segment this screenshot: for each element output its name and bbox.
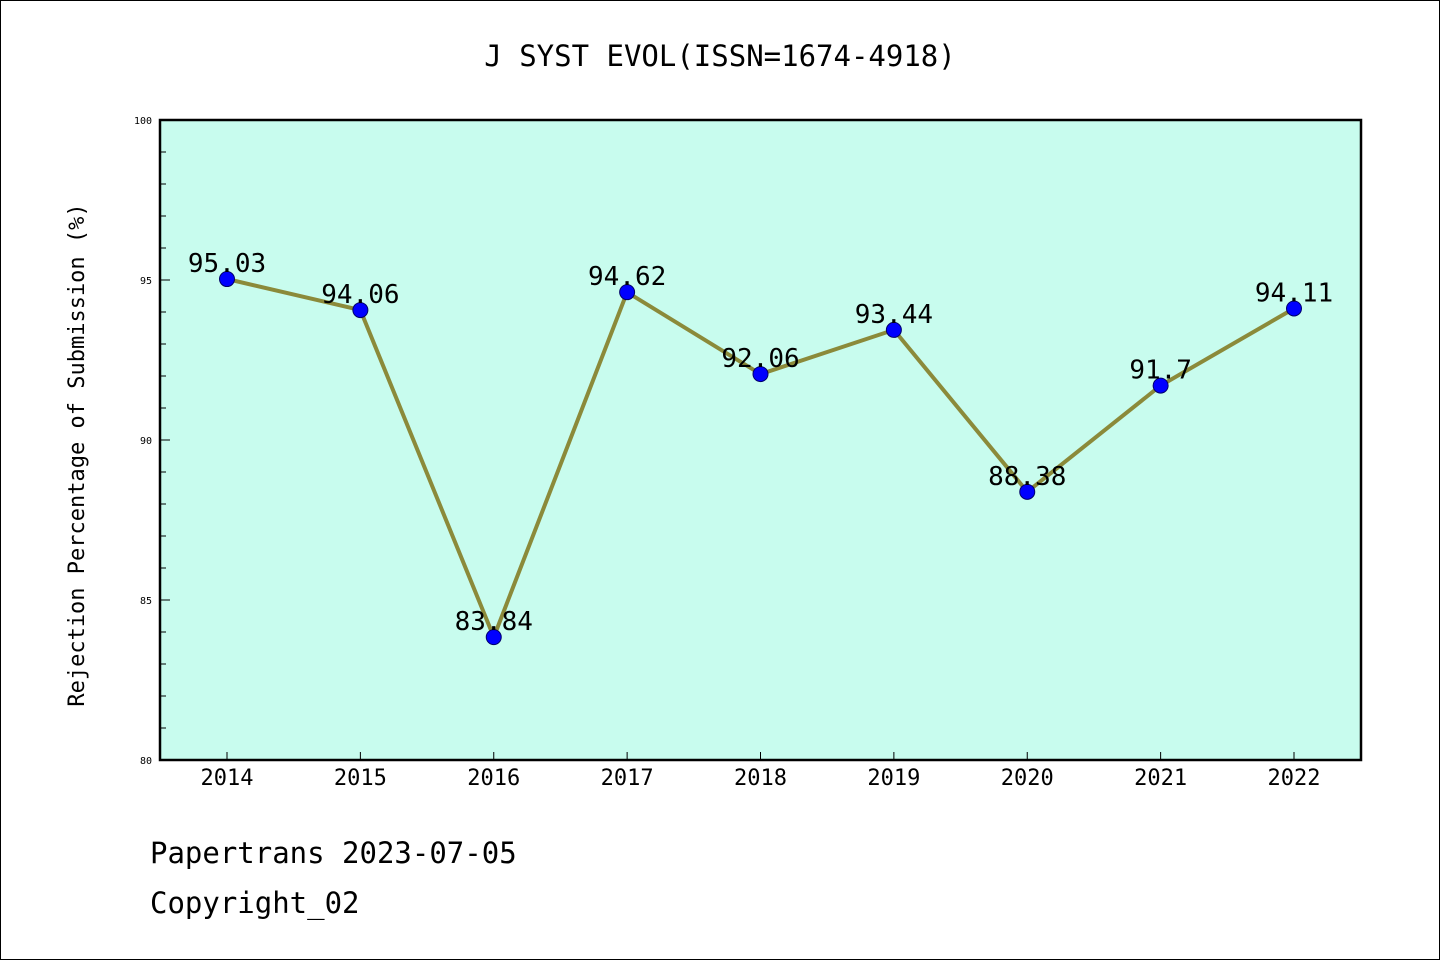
y-tick-label: 95 [140, 276, 152, 287]
data-point [619, 284, 636, 301]
y-axis: 80 85 90 95 100 [134, 116, 170, 767]
footer-date: Papertrans 2023-07-05 [150, 836, 517, 870]
data-point [352, 302, 369, 319]
data-point [752, 366, 769, 383]
data-label: 93.44 [855, 300, 933, 330]
data-label: 83.84 [455, 607, 533, 637]
data-point [1286, 300, 1302, 317]
x-tick-label: 2017 [601, 766, 654, 791]
x-tick-label: 2019 [867, 766, 920, 791]
y-tick-label: 85 [140, 596, 152, 607]
x-tick-label: 2014 [201, 766, 254, 791]
x-tick-label: 2016 [467, 766, 520, 791]
y-tick-label: 80 [140, 756, 152, 767]
x-axis: 2014 2015 2016 2017 2018 2019 2020 2021 2022 [201, 752, 1321, 791]
data-label: 88.38 [988, 462, 1066, 492]
data-label: 94.62 [588, 262, 666, 292]
series-markers [219, 271, 1302, 646]
x-tick-label: 2018 [734, 766, 787, 791]
x-tick-label: 2020 [1001, 766, 1054, 791]
data-label: 91.7 [1129, 356, 1192, 386]
chart-title: J SYST EVOL(ISSN=1674-4918) [484, 39, 955, 73]
x-tick-label: 2021 [1134, 766, 1187, 791]
y-tick-label: 100 [134, 116, 152, 127]
y-axis-label: Rejection Percentage of Submission (%) [65, 203, 90, 706]
data-point [219, 271, 235, 288]
data-label: 95.03 [188, 249, 266, 279]
data-label: 92.06 [721, 344, 799, 374]
data-point [1019, 483, 1036, 500]
plot-area [158, 118, 1363, 762]
data-label: 94.11 [1255, 278, 1333, 308]
data-label: 94.06 [321, 280, 399, 310]
y-tick-label: 90 [140, 436, 152, 447]
data-point [885, 321, 902, 338]
data-point [1152, 377, 1169, 394]
data-point [485, 629, 502, 646]
data-labels: 95.03 94.06 83.84 94.62 92.06 93.44 88.38 91.7 9… [188, 249, 1333, 637]
x-tick-label: 2015 [334, 766, 387, 791]
footer-copyright: Copyright_02 [150, 886, 360, 920]
x-tick-label: 2022 [1268, 766, 1321, 791]
